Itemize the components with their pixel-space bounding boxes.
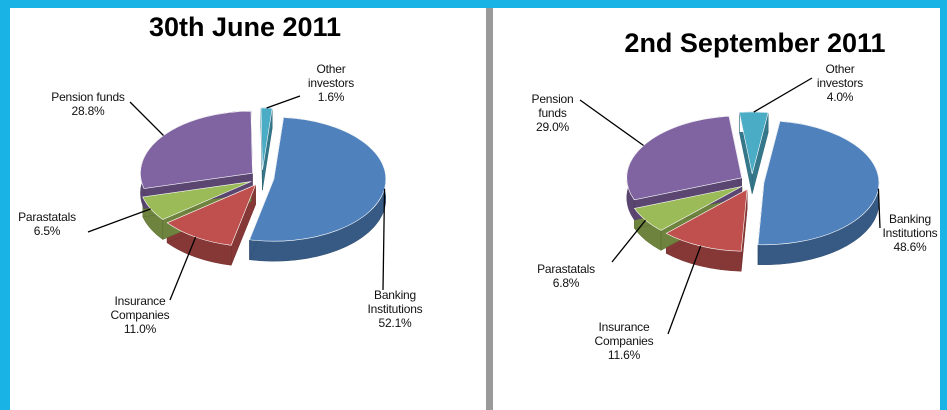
leader-line (877, 188, 881, 229)
slice-value: 4.0% (826, 90, 854, 104)
slice-value: 48.6% (893, 240, 927, 254)
slice-label: Other investors 1.6% (300, 62, 362, 104)
leader-line (169, 236, 197, 301)
pie-slice (166, 184, 257, 246)
pie-slice (140, 110, 253, 189)
slice-name: Other investors (816, 62, 864, 90)
slice-label: Banking Institutions 52.1% (357, 288, 433, 330)
slice-value: 11.6% (607, 348, 641, 362)
slice-label: Pension funds 29.0% (525, 92, 580, 134)
slice-name: Parastatals (18, 210, 76, 224)
slice-value: 29.0% (535, 120, 570, 134)
slice-value: 1.6% (317, 90, 345, 104)
slice-name: Banking Institutions (882, 212, 938, 240)
slice-name: Insurance Companies (110, 294, 170, 322)
slice-label: Other investors 4.0% (810, 62, 870, 104)
chart-title: 2nd September 2011 (624, 28, 885, 58)
slice-name: Parastatals (537, 262, 595, 276)
chart-title: 30th June 2011 (149, 12, 341, 42)
leader-line (667, 245, 702, 335)
leader-line (753, 77, 813, 113)
slice-value: 6.5% (33, 224, 61, 238)
slice-name: Insurance Companies (594, 320, 654, 348)
slice-name: Other investors (307, 62, 355, 90)
slice-value: 52.1% (378, 316, 412, 330)
pie-slice (260, 107, 273, 171)
leader-line (266, 95, 301, 109)
slice-value: 28.8% (71, 104, 105, 118)
slice-name: Banking Institutions (367, 288, 423, 316)
leader-line (87, 208, 151, 233)
slice-label: Parastatals 6.8% (520, 262, 612, 290)
slice-label: Parastatals 6.5% (2, 210, 92, 238)
slice-value: 11.0% (123, 322, 157, 336)
leader-line (611, 219, 647, 263)
slice-value: 6.8% (552, 276, 580, 290)
leader-line (129, 101, 164, 136)
slice-name: Pension funds (51, 90, 125, 104)
pie-slice (757, 121, 880, 246)
leader-line (579, 99, 644, 147)
slice-label: Pension funds 28.8% (38, 90, 138, 118)
panel-divider (486, 8, 493, 410)
pie-slice (633, 186, 743, 231)
slice-label: Insurance Companies 11.6% (582, 320, 666, 362)
slice-name: Pension funds (531, 92, 574, 120)
leader-line (382, 188, 386, 291)
slice-label: Banking Institutions 48.6% (872, 212, 947, 254)
pie-slice (142, 181, 252, 220)
slice-label: Insurance Companies 11.0% (100, 294, 180, 336)
